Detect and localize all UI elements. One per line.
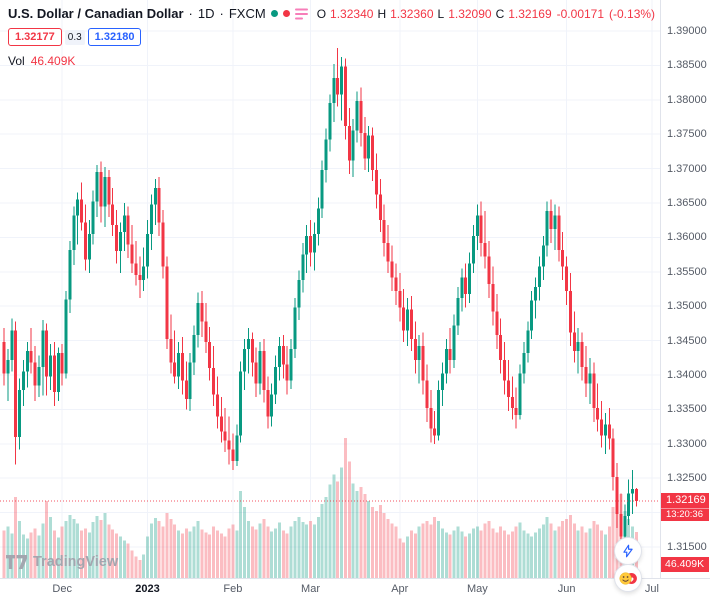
price-axis-label: 1.35500: [667, 265, 707, 278]
price-axis-label: 1.34500: [667, 334, 707, 347]
change-value: -0.00171: [556, 6, 605, 21]
time-axis-label: Feb: [223, 583, 243, 595]
price-axis-label: 1.36000: [667, 231, 707, 244]
emoji-reactions-icon: [619, 571, 638, 586]
volume-value: 46.409K: [30, 54, 76, 68]
exchange-label: FXCM: [228, 6, 266, 21]
open-value: 1.32340: [330, 6, 374, 21]
price-axis-label: 1.34000: [667, 369, 707, 381]
candlestick-chart[interactable]: [0, 0, 660, 578]
time-axis-label: Apr: [391, 583, 409, 595]
time-axis-label: Mar: [301, 583, 320, 595]
bar-countdown: 13:20:36: [661, 508, 709, 521]
time-axis-label: Dec: [52, 583, 72, 595]
time-axis[interactable]: Dec 2023 Feb Mar Apr May Jun Jul: [0, 578, 710, 601]
open-label: O: [316, 6, 327, 21]
last-price-badge: 1.32169 13:20:36: [661, 493, 709, 521]
price-axis-label: 1.36500: [667, 196, 707, 209]
spread-value: 0.3: [64, 29, 85, 45]
reactions-button[interactable]: [614, 564, 642, 592]
price-axis-label: 1.33500: [667, 403, 707, 416]
price-axis-label: 1.37000: [667, 162, 707, 175]
price-axis-label: 1.39000: [667, 24, 707, 37]
price-axis-label: 1.37500: [667, 128, 707, 141]
hotlist-icon[interactable]: [294, 8, 308, 20]
low-label: L: [437, 6, 445, 21]
close-value: 1.32169: [508, 6, 552, 21]
alert-dot-icon[interactable]: [282, 10, 290, 17]
low-value: 1.32090: [448, 6, 492, 21]
separator-dot: ·: [188, 6, 193, 21]
buy-button[interactable]: 1.32180: [87, 28, 142, 46]
symbol-title[interactable]: U.S. Dollar / Canadian Dollar: [8, 6, 184, 21]
separator-dot: ·: [219, 6, 224, 21]
chart-plot-area[interactable]: U.S. Dollar / Canadian Dollar · 1D · FXC…: [0, 0, 660, 592]
legend: U.S. Dollar / Canadian Dollar · 1D · FXC…: [8, 6, 655, 68]
volume-axis-badge: 46.409K: [661, 557, 709, 572]
tradingview-logo-icon: [6, 555, 27, 569]
time-axis-label: Jun: [557, 583, 576, 595]
lightning-icon: [621, 544, 635, 558]
tradingview-logo[interactable]: TradingView: [6, 554, 118, 570]
change-percent: (-0.13%): [609, 6, 656, 21]
time-axis-label: 2023: [135, 583, 160, 595]
high-value: 1.32360: [390, 6, 434, 21]
price-axis-label: 1.31500: [667, 541, 707, 554]
tradingview-logo-text: TradingView: [33, 554, 119, 570]
interval-label[interactable]: 1D: [197, 6, 215, 21]
quick-trade-button[interactable]: [614, 537, 642, 565]
price-axis[interactable]: 1.32169 13:20:36 46.409K 1.39000 1.38500 1…: [660, 0, 710, 578]
price-axis-label: 1.32500: [667, 472, 707, 485]
market-status-icon[interactable]: [270, 10, 278, 17]
price-axis-label: 1.33000: [667, 437, 707, 450]
high-label: H: [377, 6, 387, 21]
time-axis-label: May: [466, 583, 488, 595]
time-axis-label: Jul: [644, 583, 659, 595]
volume-label: Vol: [8, 54, 25, 68]
close-label: C: [495, 6, 505, 21]
sell-button[interactable]: 1.32177: [8, 28, 62, 46]
price-axis-label: 1.38000: [667, 93, 707, 106]
price-axis-label: 1.38500: [667, 59, 707, 72]
price-axis-label: 1.35000: [667, 300, 707, 313]
ohlc-readout: O 1.32340 H 1.32360 L 1.32090 C 1.32169: [317, 7, 552, 21]
last-price-value: 1.32169: [661, 493, 709, 508]
